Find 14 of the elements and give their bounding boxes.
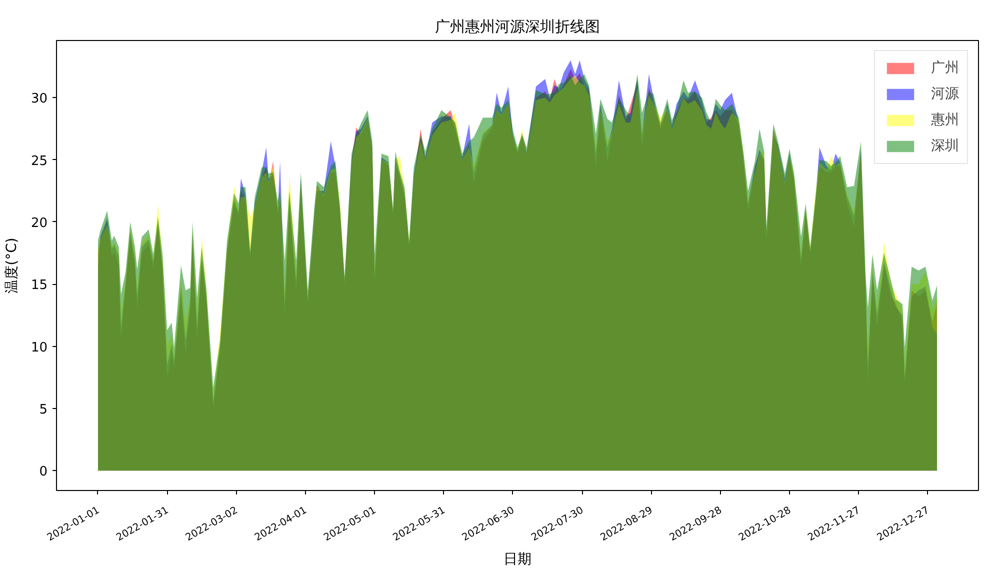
legend-label: 广州 [931, 59, 959, 77]
y-tick-label: 0 [39, 464, 48, 480]
y-tick-label: 20 [30, 216, 48, 231]
legend-label: 河源 [931, 85, 959, 103]
y-tick-label: 15 [30, 278, 48, 294]
chart-title: 广州惠州河源深圳折线图 [435, 18, 600, 36]
y-axis-title: 温度(°C) [4, 238, 20, 294]
y-tick-label: 30 [30, 92, 48, 107]
y-tick-label: 5 [39, 402, 48, 418]
legend-label: 深圳 [931, 137, 959, 155]
legend-label: 惠州 [931, 111, 959, 129]
x-axis-title: 日期 [504, 551, 532, 568]
y-tick-label: 10 [30, 340, 48, 356]
y-tick-label: 25 [30, 154, 48, 169]
